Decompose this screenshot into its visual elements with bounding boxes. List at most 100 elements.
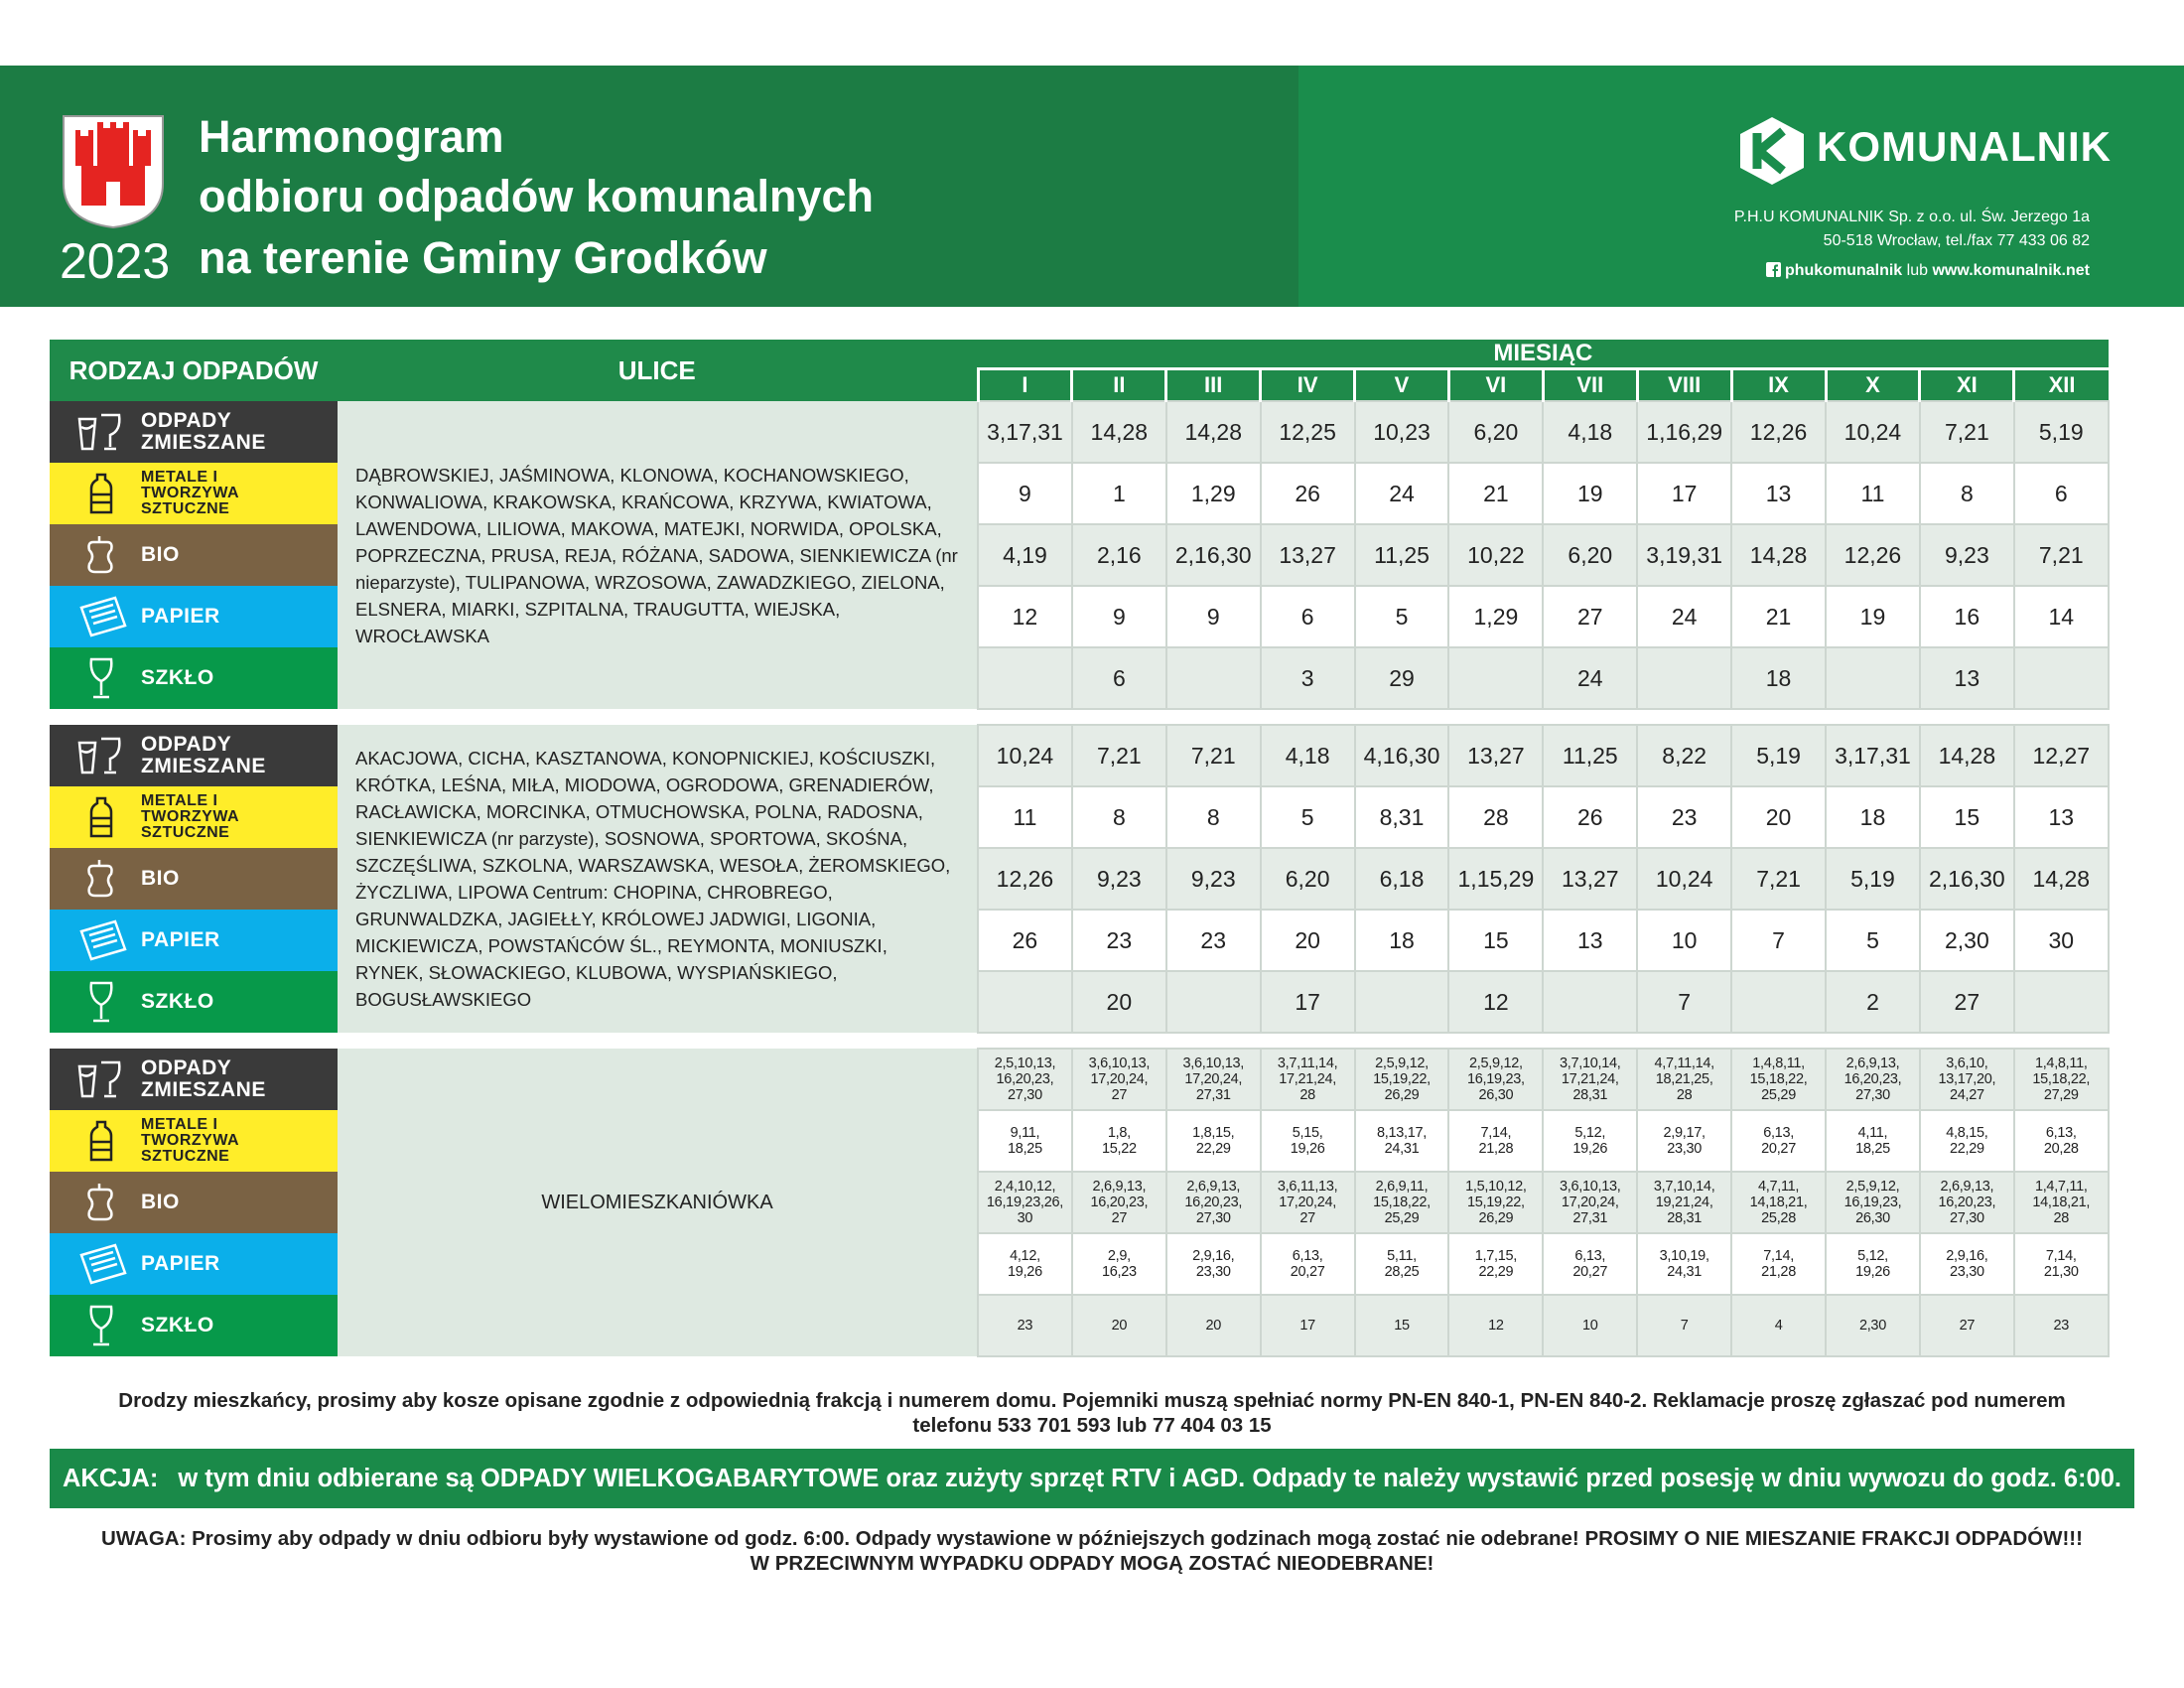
waste-icon [87, 536, 113, 574]
warning: W PRZECIWNYM WYPADKU ODPADY MOGĄ ZOSTAĆ … [750, 1552, 1434, 1575]
pickup-dates: 2,30 [1825, 1294, 1921, 1357]
pickup-dates: 5,12, 19,26 [1825, 1232, 1921, 1296]
pickup-dates: 30 [2012, 909, 2110, 972]
pickup-dates: 1 [1070, 462, 1167, 525]
website: www.komunalnik.net [1932, 262, 2090, 279]
streets: WIELOMIESZKANIÓWKA [338, 1049, 978, 1356]
pickup-dates: 10,22 [1447, 523, 1545, 587]
waste-type: PAPIER [50, 910, 338, 971]
pickup-dates: 6,13, 20,27 [1259, 1232, 1356, 1296]
pickup-dates: 7,21 [1918, 400, 2015, 464]
pickup-dates: 7,14, 21,28 [1730, 1232, 1828, 1296]
pickup-dates: 12,26 [1825, 523, 1921, 587]
social-handle: phukomunalnik [1784, 262, 1903, 279]
pickup-dates: 19 [1542, 462, 1639, 525]
waste-type: PAPIER [50, 1233, 338, 1295]
header-band [0, 66, 1298, 307]
company-logo [1740, 117, 1804, 185]
pickup-dates: 2,9, 16,23 [1070, 1232, 1167, 1296]
section-gap [50, 1033, 2109, 1049]
schedule-row: PAPIER 4,12, 19,26 2,9, 16,23 2,9,16, 23,30… [50, 1232, 2110, 1296]
pickup-dates: 12 [1447, 970, 1545, 1034]
waste-icon [89, 657, 113, 699]
title-line: Harmonogram [199, 111, 504, 162]
action-text: w tym dniu odbierane są ODPADY WIELKOGAB… [178, 1464, 2122, 1492]
pickup-dates: 17 [1259, 1294, 1356, 1357]
waste-type-name: ODPADY ZMIESZANE [141, 1055, 266, 1101]
pickup-dates: 1,8,15, 22,29 [1164, 1109, 1262, 1173]
month-header: V [1353, 367, 1449, 401]
waste-type-box: PAPIER [50, 586, 338, 647]
pickup-dates: 8,22 [1636, 724, 1733, 787]
waste-type-box: PAPIER [50, 1233, 338, 1295]
pickup-dates: 3,7,10,14, 19,21,24, 28,31 [1636, 1171, 1733, 1234]
waste-type: BIO [50, 1172, 338, 1233]
action-banner: AKCJA: w tym dniu odbierane są ODPADY WI… [50, 1449, 2134, 1508]
pickup-dates: 4,7,11, 14,18,21, 25,28 [1730, 1171, 1828, 1234]
pickup-dates: 7,14, 21,30 [2012, 1232, 2110, 1296]
waste-type: METALE I TWORZYWA SZTUCZNE [50, 1110, 338, 1172]
pickup-dates: 7,14, 21,28 [1447, 1109, 1545, 1173]
pickup-dates: 4,8,15, 22,29 [1918, 1109, 2015, 1173]
waste-type: SZKŁO [50, 971, 338, 1033]
pickup-dates: 12,27 [2012, 724, 2110, 787]
pickup-dates: 5,19 [1730, 724, 1828, 787]
month-header: II [1070, 367, 1166, 401]
pickup-dates: 3,17,31 [977, 400, 1073, 464]
pickup-dates: 1,7,15, 22,29 [1447, 1232, 1545, 1296]
pickup-dates: 7,21 [2012, 523, 2110, 587]
header-row: RODZAJ ODPADÓW ULICE MIESIĄC [50, 340, 2109, 401]
pickup-dates: 2,16,30 [1918, 847, 2015, 911]
pickup-dates: 24 [1542, 646, 1639, 710]
waste-type-name: METALE I TWORZYWA SZTUCZNE [141, 792, 239, 841]
waste-type-box: BIO [50, 848, 338, 910]
pickup-dates: 5,19 [1825, 847, 1921, 911]
pickup-dates: 2 [1825, 970, 1921, 1034]
schedule-row: PAPIER 12 9 9 6 5 1,29 27 24 21 19 16 14 [50, 585, 2110, 648]
pickup-dates: 4,16,30 [1353, 724, 1450, 787]
pickup-dates: 8 [1918, 462, 2015, 525]
pickup-dates: 6,13, 20,28 [2012, 1109, 2110, 1173]
social-joiner: lub [1906, 262, 1928, 279]
pickup-dates: 2,5,9,12, 16,19,23, 26,30 [1447, 1048, 1545, 1111]
month-header: X [1824, 367, 1920, 401]
pickup-dates: 7,21 [1164, 724, 1262, 787]
header-row: I II III IV V VI VII VIII IX X XI XII [50, 367, 2109, 401]
waste-type-name: METALE I TWORZYWA SZTUCZNE [141, 1116, 239, 1165]
month-header: XI [1918, 367, 2014, 401]
pickup-dates: 9,23 [1070, 847, 1167, 911]
pickup-dates: 2,5,10,13, 16,20,23, 27,30 [977, 1048, 1073, 1111]
waste-icon [89, 1120, 113, 1162]
pickup-dates: 7,21 [1070, 724, 1167, 787]
pickup-dates: 5,19 [2012, 400, 2110, 464]
pickup-dates: 29 [1353, 646, 1450, 710]
pickup-dates: 15 [1918, 785, 2015, 849]
gap [50, 709, 2109, 725]
pickup-dates [1825, 646, 1921, 710]
pickup-dates: 21 [1730, 585, 1828, 648]
table-header: RODZAJ ODPADÓW ULICE MIESIĄC I II III IV V VI VII… [50, 340, 2109, 401]
pickup-dates: 2,9,16, 23,30 [1918, 1232, 2015, 1296]
waste-type: PAPIER [50, 586, 338, 647]
waste-type-box: ODPADY ZMIESZANE [50, 1049, 338, 1110]
schedule-row: METALE I TWORZYWA SZTUCZNE 9,11, 18,25 1,8… [50, 1109, 2110, 1173]
pickup-dates: 4,18 [1259, 724, 1356, 787]
pickup-dates: 1,16,29 [1636, 400, 1733, 464]
pickup-dates: 26 [1259, 462, 1356, 525]
waste-icon [79, 596, 127, 637]
company-name: KOMUNALNIK [1817, 123, 2112, 170]
pickup-dates: 13 [2012, 785, 2110, 849]
pickup-dates: 27 [1542, 585, 1639, 648]
waste-icon [89, 473, 113, 514]
pickup-dates: 20 [1259, 909, 1356, 972]
pickup-dates: 11 [1825, 462, 1921, 525]
pickup-dates: 15 [1353, 1294, 1450, 1357]
waste-type: ODPADY ZMIESZANE [50, 725, 338, 786]
schedule-row: METALE I TWORZYWA SZTUCZNE 9 1 1,29 26 24 21 19… [50, 462, 2110, 525]
waste-type-name: SZKŁO [141, 989, 214, 1013]
waste-type-name: SZKŁO [141, 1313, 214, 1336]
schedule-row: SZKŁO 20 17 12 7 2 27 [50, 970, 2110, 1034]
action-label: AKCJA: [62, 1464, 159, 1492]
month-header: III [1164, 367, 1261, 401]
